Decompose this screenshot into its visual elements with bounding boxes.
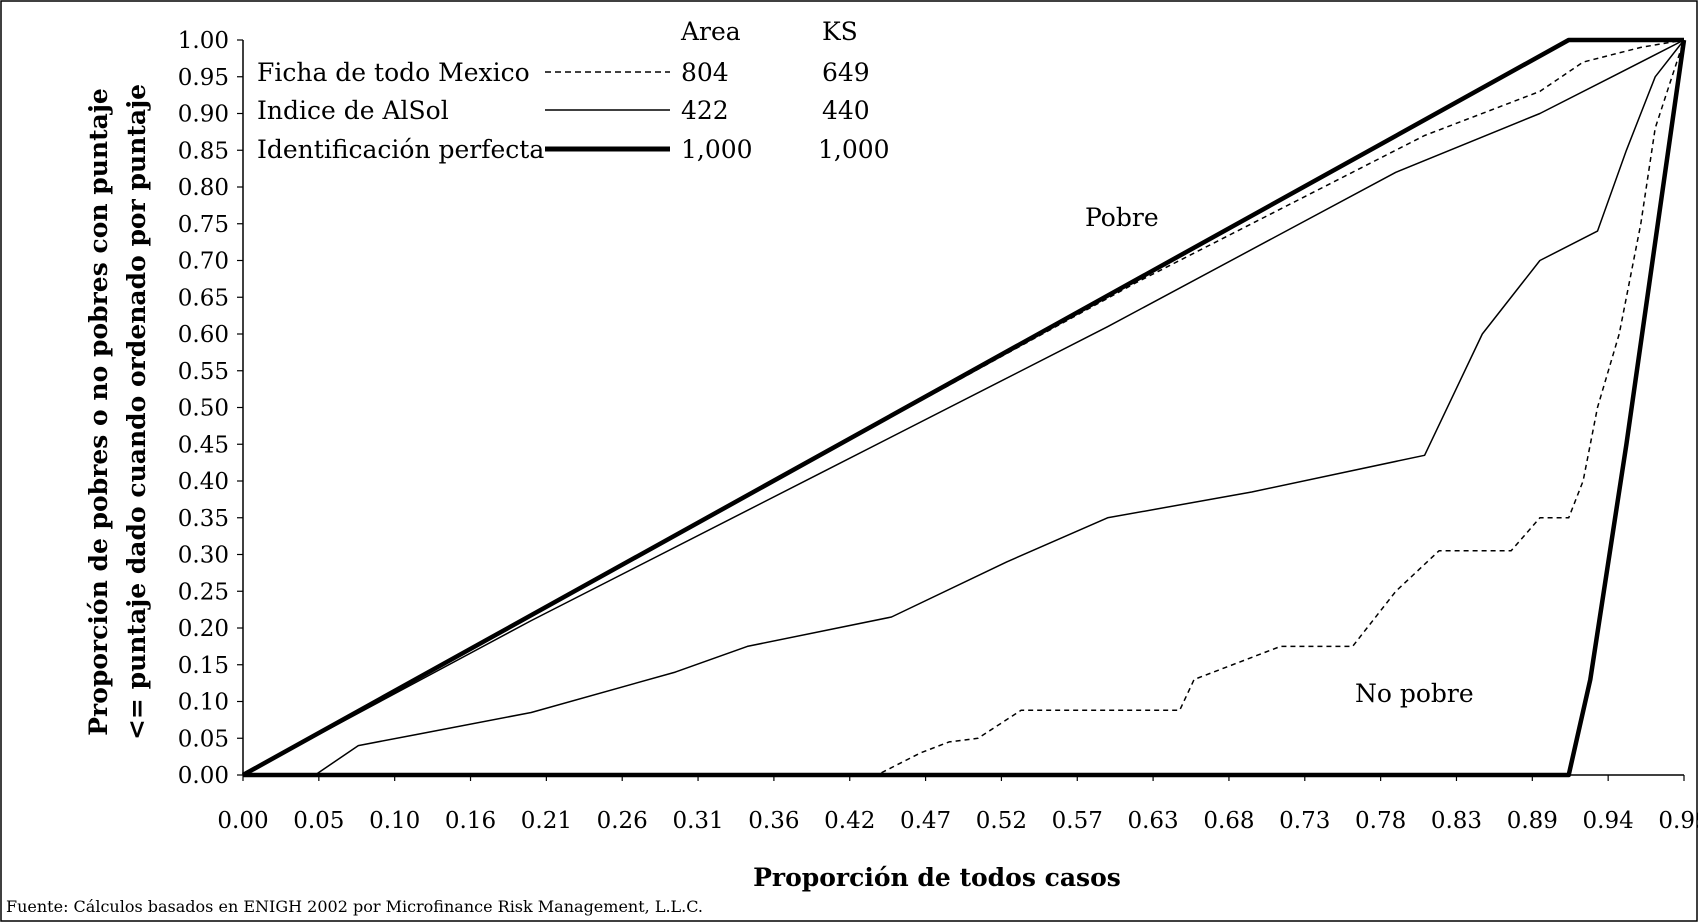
region-label-lower: No pobre	[1355, 679, 1474, 708]
legend-label-alsol: Indice de AlSol	[257, 96, 449, 125]
legend-area-perfecta: 1,000	[681, 135, 753, 164]
y-tick-label: 0.45	[178, 432, 229, 458]
legend-label-ficha: Ficha de todo Mexico	[257, 58, 530, 87]
x-tick-label: 0.73	[1279, 808, 1330, 834]
y-tick-label: 0.80	[178, 175, 229, 201]
x-tick-label: 0.31	[672, 808, 723, 834]
series-layer	[241, 37, 1687, 778]
x-tick-label: 0.89	[1507, 808, 1558, 834]
source-note: Fuente: Cálculos basados en ENIGH 2002 p…	[6, 897, 703, 916]
legend: Area KS Ficha de todo Mexico 804 649 Ind…	[257, 17, 890, 164]
y-tick-label: 0.20	[178, 616, 229, 642]
legend-area-ficha: 804	[681, 58, 729, 87]
series-line-thick-no-pobre	[243, 39, 1687, 778]
y-tick-label: 0.05	[178, 726, 229, 752]
y-tick-label: 0.10	[178, 690, 229, 716]
y-tick-label: 0.50	[178, 396, 229, 422]
y-tick-label: 0.55	[178, 359, 229, 385]
y-tick-label: 0.30	[178, 543, 229, 569]
y-tick-label: 0.90	[178, 102, 229, 128]
series-line-dashed-no-pobre	[243, 39, 1685, 776]
legend-area-alsol: 422	[681, 96, 729, 125]
series-line-dashed-pobre	[242, 39, 1685, 776]
x-tick-label: 0.26	[597, 808, 648, 834]
x-tick-label: 0.00	[217, 808, 268, 834]
y-tick-label: 0.15	[178, 653, 229, 679]
legend-header-area: Area	[680, 17, 741, 46]
y-tick-label: 0.40	[178, 469, 229, 495]
series-line-thin-no-pobre	[243, 39, 1685, 776]
ticks-layer: 0.00 0.05 0.10 0.15 0.20 0.25 0.30 0.35 0.40 0.45…	[178, 28, 1698, 834]
y-axis-title-line-2: <= puntaje dado cuando ordenado por punt…	[122, 84, 151, 740]
x-tick-label: 0.99	[1658, 808, 1698, 834]
y-tick-label: 0.00	[178, 763, 229, 789]
x-tick-label: 0.42	[824, 808, 875, 834]
y-tick-label: 1.00	[178, 28, 229, 54]
y-tick-label: 0.65	[178, 285, 229, 311]
x-tick-label: 0.47	[900, 808, 951, 834]
x-tick-label: 0.21	[521, 808, 572, 834]
x-axis-title: Proporción de todos casos	[753, 863, 1121, 892]
series-line-thin-pobre	[242, 39, 1685, 776]
x-tick-label: 0.36	[748, 808, 799, 834]
legend-ks-alsol: 440	[822, 96, 870, 125]
legend-label-perfecta: Identificación perfecta	[257, 135, 544, 164]
x-tick-label: 0.16	[445, 808, 496, 834]
legend-ks-ficha: 649	[822, 58, 870, 87]
legend-header-ks: KS	[822, 17, 858, 46]
x-tick-label: 0.05	[293, 808, 344, 834]
y-tick-label: 0.25	[178, 579, 229, 605]
y-axis-title: Proporción de pobres o no pobres con pun…	[84, 84, 151, 740]
legend-ks-perfecta: 1,000	[818, 135, 890, 164]
x-tick-label: 0.63	[1127, 808, 1178, 834]
y-axis-title-line-1: Proporción de pobres o no pobres con pun…	[84, 88, 113, 736]
x-tick-label: 0.10	[369, 808, 420, 834]
x-tick-label: 0.78	[1355, 808, 1406, 834]
x-tick-label: 0.57	[1052, 808, 1103, 834]
y-tick-label: 0.70	[178, 249, 229, 275]
y-tick-label: 0.35	[178, 506, 229, 532]
y-tick-label: 0.60	[178, 322, 229, 348]
x-tick-label: 0.94	[1583, 808, 1634, 834]
y-tick-label: 0.85	[178, 138, 229, 164]
y-tick-label: 0.95	[178, 65, 229, 91]
x-tick-label: 0.52	[976, 808, 1027, 834]
y-tick-label: 0.75	[178, 212, 229, 238]
x-tick-label: 0.83	[1431, 808, 1482, 834]
region-label-upper: Pobre	[1085, 203, 1159, 232]
x-tick-label: 0.68	[1203, 808, 1254, 834]
